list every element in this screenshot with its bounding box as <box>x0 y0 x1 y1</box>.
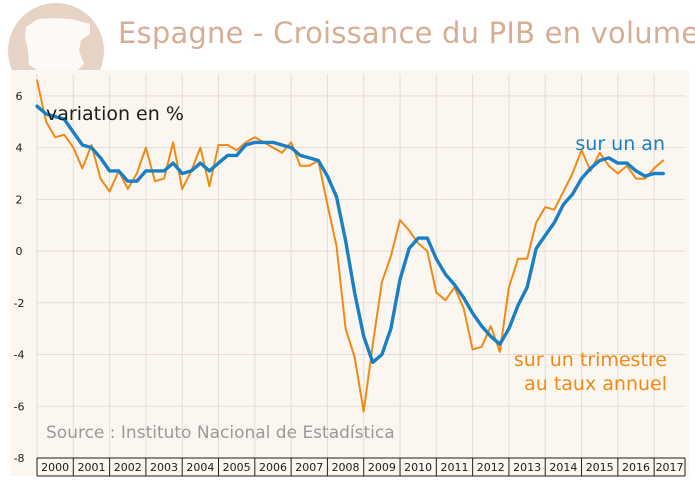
chart-header: Espagne - Croissance du PIB en volume <box>0 0 695 99</box>
y-tick-label: 2 <box>16 193 23 206</box>
x-tick-label: 2001 <box>77 461 105 474</box>
x-tick-label: 2000 <box>41 461 69 474</box>
x-tick-label: 2007 <box>295 461 323 474</box>
chart-title: Espagne - Croissance du PIB en volume <box>118 16 695 50</box>
x-tick-label: 2013 <box>513 461 541 474</box>
quarterly-growth-line <box>36 79 665 413</box>
grid-lines <box>36 74 685 459</box>
y-tick-label: -8 <box>14 452 25 465</box>
spain-map-icon <box>25 18 90 82</box>
y-tick-label: -4 <box>14 349 25 362</box>
x-tick-label: 2012 <box>477 461 505 474</box>
x-tick-label: 2006 <box>259 461 287 474</box>
y-tick-label: 4 <box>16 142 23 155</box>
y-axis-label: variation en % <box>46 103 184 125</box>
series-lines <box>35 79 665 413</box>
y-axis-ticks: 6 4 2 0 -2 -4 -6 -8 <box>14 90 25 465</box>
series-label-quarterly: sur un trimestre au taux annuel <box>514 349 667 395</box>
y-tick-label: 6 <box>16 90 23 103</box>
annual-growth-line <box>35 104 665 364</box>
y-tick-label: 0 <box>16 245 23 258</box>
x-tick-label: 2011 <box>440 461 468 474</box>
series-label-line: sur un trimestre <box>514 349 667 371</box>
x-tick-label: 2017 <box>656 461 684 474</box>
series-label-line: au taux annuel <box>524 373 667 395</box>
series-label-annual: sur un an <box>575 133 665 155</box>
x-tick-label: 2005 <box>223 461 251 474</box>
y-tick-label: -2 <box>14 297 25 310</box>
x-tick-label: 2008 <box>332 461 360 474</box>
source-note: Source : Instituto Nacional de Estadísti… <box>46 423 395 443</box>
x-tick-label: 2004 <box>186 461 214 474</box>
x-tick-label: 2002 <box>114 461 142 474</box>
x-tick-label: 2010 <box>404 461 432 474</box>
x-tick-label: 2014 <box>549 461 577 474</box>
x-axis: 2000 2001 2002 2003 2004 2005 2006 2007 2008 2009… <box>36 457 686 477</box>
y-tick-label: -6 <box>14 400 25 413</box>
x-tick-label: 2015 <box>586 461 614 474</box>
x-tick-label: 2009 <box>368 461 396 474</box>
series-label-line: sur un an <box>575 133 665 155</box>
x-tick-label: 2016 <box>622 461 650 474</box>
x-tick-label: 2003 <box>150 461 178 474</box>
